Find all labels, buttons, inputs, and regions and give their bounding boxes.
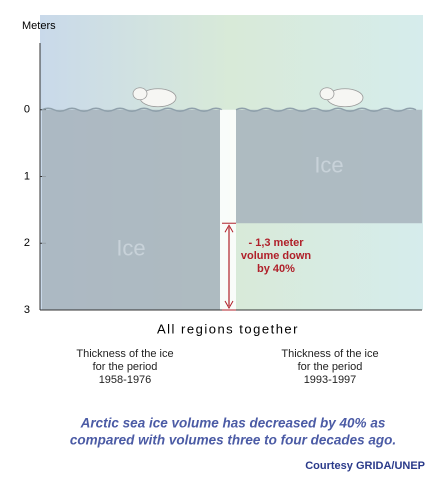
annotation: - 1,3 meter (248, 237, 304, 249)
arrow-head (224, 224, 234, 233)
bar-label: Ice (314, 152, 343, 177)
bar (42, 109, 220, 310)
subtitle: All regions together (157, 321, 299, 336)
credit: Courtesy GRIDA/UNEP (305, 460, 425, 472)
y-tick-label: 3 (24, 304, 30, 316)
category-label: Thickness of the ice for the period 1958… (76, 348, 174, 386)
y-axis-label: Meters (22, 20, 56, 32)
y-tick-label: 0 (24, 104, 30, 116)
bar (236, 109, 422, 224)
caption-line: Arctic sea ice volume has decreased by 4… (80, 416, 386, 431)
water-surface (41, 107, 223, 112)
annotation: by 40% (257, 263, 295, 275)
polar-bear (132, 87, 148, 101)
polar-bear (319, 87, 335, 101)
y-tick-label: 2 (24, 237, 30, 249)
y-tick-label: 1 (24, 170, 30, 182)
arrow-head (224, 300, 234, 310)
water-surface (235, 107, 417, 112)
caption-line: compared with volumes three to four deca… (70, 433, 396, 448)
open-water (220, 109, 236, 310)
category-label: Thickness of the ice for the period 1993… (281, 348, 379, 386)
bar-label: Ice (116, 236, 145, 261)
annotation: volume down (241, 250, 312, 262)
